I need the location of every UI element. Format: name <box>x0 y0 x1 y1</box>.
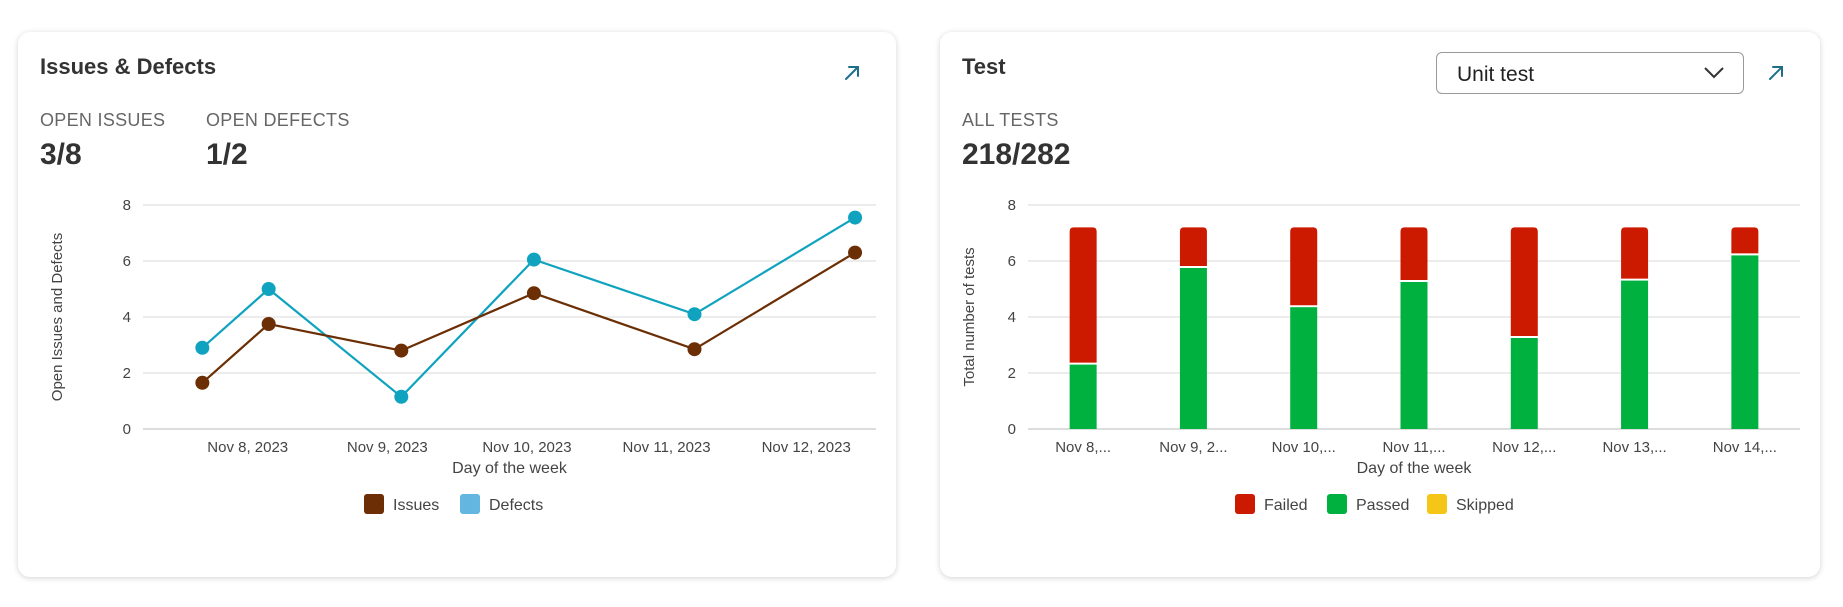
x-tick-label: Nov 10,... <box>1272 439 1336 456</box>
y-tick-label: 0 <box>1008 421 1016 438</box>
x-tick-label: Nov 12, 2023 <box>762 439 851 456</box>
data-point-defects[interactable] <box>687 307 702 322</box>
bar-segment-passed[interactable] <box>1290 307 1318 429</box>
y-tick-label: 0 <box>123 421 131 438</box>
bar-segment-passed[interactable] <box>1179 268 1207 429</box>
data-point-issues[interactable] <box>526 286 541 301</box>
test-type-dropdown[interactable]: Unit test <box>1436 52 1744 94</box>
bar-segment-failed[interactable] <box>1069 227 1097 363</box>
chevron-down-icon <box>1704 67 1724 79</box>
data-point-issues[interactable] <box>687 342 702 357</box>
legend-label: Failed <box>1264 497 1308 514</box>
x-tick-label: Nov 9, 2... <box>1159 439 1227 456</box>
x-tick-label: Nov 9, 2023 <box>347 439 428 456</box>
x-tick-label: Nov 8,... <box>1055 439 1111 456</box>
tests-stacked-bar-chart: 0 2 4 6 8 Nov 8,... Nov 9, 2... Nov 10,... Nov … <box>961 197 1800 514</box>
bar-segment-failed[interactable] <box>1290 227 1318 306</box>
bar-segment-failed[interactable] <box>1179 227 1207 266</box>
arrow-up-right-icon[interactable] <box>1762 58 1790 86</box>
x-tick-label: Nov 12,... <box>1492 439 1556 456</box>
y-tick-label: 6 <box>1008 253 1016 270</box>
y-tick-label: 2 <box>123 365 131 382</box>
arrow-up-right-icon[interactable] <box>838 58 866 86</box>
issues-defects-line-chart: 0 2 4 6 8 Nov 8, 2023 Nov 9, 2023 Nov 10, 2023… <box>49 197 876 514</box>
y-axis-label: Open Issues and Defects <box>49 233 66 401</box>
data-point-issues[interactable] <box>394 343 409 358</box>
y-tick-label: 4 <box>1008 309 1016 326</box>
y-tick-label: 2 <box>1008 365 1016 382</box>
x-tick-label: Nov 13,... <box>1602 439 1666 456</box>
bar-segment-passed[interactable] <box>1400 282 1428 429</box>
legend-swatch-failed <box>1235 494 1255 514</box>
bar-segment-failed[interactable] <box>1731 227 1759 254</box>
open-defects-value: 1/2 <box>206 138 248 171</box>
bar-segment-failed[interactable] <box>1400 227 1428 280</box>
test-card-title: Test <box>962 54 1006 79</box>
data-point-defects[interactable] <box>526 252 541 267</box>
bar-segment-passed[interactable] <box>1621 280 1649 429</box>
open-defects-label: OPEN DEFECTS <box>206 110 350 130</box>
bar-segment-passed[interactable] <box>1510 338 1538 429</box>
open-issues-value: 3/8 <box>40 138 82 171</box>
x-axis-label: Day of the week <box>452 460 568 477</box>
x-tick-label: Nov 14,... <box>1713 439 1777 456</box>
data-point-defects[interactable] <box>261 282 276 296</box>
bar-segment-passed[interactable] <box>1069 364 1097 429</box>
legend-label: Issues <box>393 497 439 514</box>
legend-swatch-passed <box>1327 494 1347 514</box>
x-tick-label: Nov 11, 2023 <box>623 439 711 456</box>
test-card: Test Unit test ALL TESTS 218/282 0 2 4 6 8 N… <box>940 32 1820 577</box>
data-point-issues[interactable] <box>848 245 863 260</box>
bar-segment-failed[interactable] <box>1621 227 1649 279</box>
legend-label: Passed <box>1356 497 1409 514</box>
data-point-issues[interactable] <box>261 317 276 331</box>
legend-label: Defects <box>489 497 543 514</box>
legend-swatch-skipped <box>1427 494 1447 514</box>
x-tick-label: Nov 11,... <box>1382 439 1445 456</box>
data-point-defects[interactable] <box>394 389 409 404</box>
y-tick-label: 8 <box>123 197 131 214</box>
series-line-issues <box>201 251 856 384</box>
data-point-defects[interactable] <box>848 210 863 225</box>
legend-swatch-defects <box>460 494 480 514</box>
data-point-defects[interactable] <box>195 340 210 355</box>
open-issues-label: OPEN ISSUES <box>40 110 166 130</box>
issues-card-title: Issues & Defects <box>40 54 217 79</box>
y-tick-label: 8 <box>1008 197 1016 214</box>
dropdown-selected-value: Unit test <box>1457 63 1535 86</box>
data-point-issues[interactable] <box>195 375 210 390</box>
x-tick-label: Nov 8, 2023 <box>207 439 288 456</box>
bar-segment-passed[interactable] <box>1731 255 1759 429</box>
bar-segment-failed[interactable] <box>1510 227 1538 336</box>
all-tests-value: 218/282 <box>962 138 1071 171</box>
legend-label: Skipped <box>1456 497 1514 514</box>
all-tests-label: ALL TESTS <box>962 110 1059 130</box>
x-axis-label: Day of the week <box>1357 460 1473 477</box>
legend-swatch-issues <box>364 494 384 514</box>
y-tick-label: 6 <box>123 253 131 270</box>
y-axis-label: Total number of tests <box>961 247 978 386</box>
y-tick-label: 4 <box>123 309 131 326</box>
x-tick-label: Nov 10, 2023 <box>482 439 571 456</box>
series-line-defects <box>201 216 856 399</box>
issues-defects-card: Issues & Defects OPEN ISSUES 3/8 OPEN DE… <box>18 32 896 577</box>
